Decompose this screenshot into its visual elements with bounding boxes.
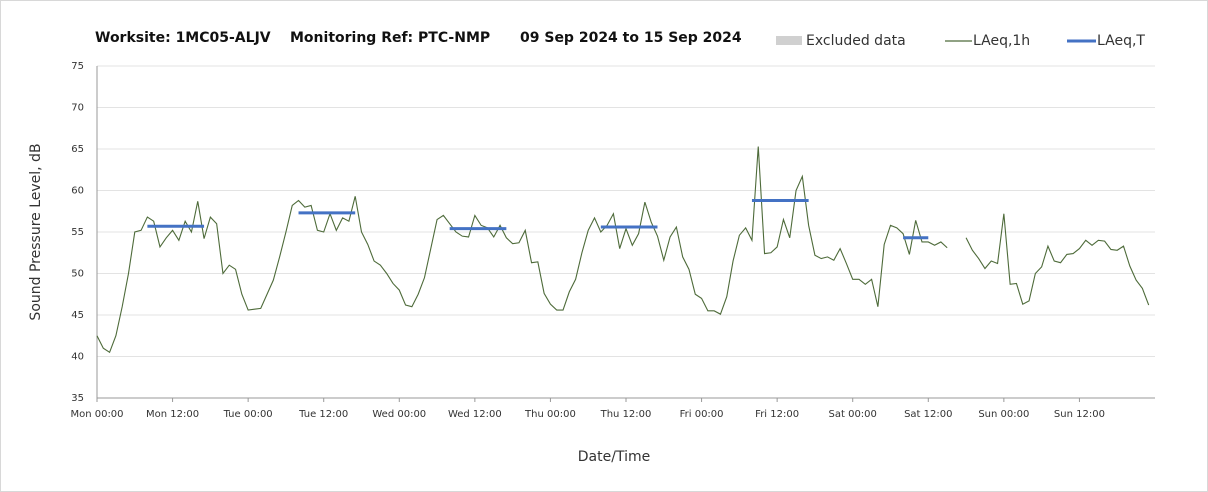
y-tick-label: 75 bbox=[71, 61, 84, 72]
x-axis-title: Date/Time bbox=[578, 449, 650, 465]
legend-swatch bbox=[776, 36, 802, 45]
y-tick-label: 65 bbox=[71, 144, 84, 155]
x-tick-label: Sat 12:00 bbox=[904, 409, 952, 420]
x-tick-label: Wed 00:00 bbox=[372, 409, 426, 420]
y-tick-label: 60 bbox=[71, 186, 84, 197]
chart-title: 09 Sep 2024 to 15 Sep 2024 bbox=[520, 30, 742, 46]
y-tick-label: 70 bbox=[71, 103, 84, 114]
x-tick-label: Sun 12:00 bbox=[1054, 409, 1105, 420]
x-tick-label: Sun 00:00 bbox=[978, 409, 1029, 420]
y-tick-label: 45 bbox=[71, 310, 84, 321]
y-tick-label: 40 bbox=[71, 352, 84, 363]
x-tick-label: Fri 00:00 bbox=[680, 409, 724, 420]
y-tick-label: 55 bbox=[71, 227, 84, 238]
chart-title: Monitoring Ref: PTC-NMP bbox=[290, 30, 490, 46]
legend-label: Excluded data bbox=[806, 33, 906, 49]
chart-title: Worksite: 1MC05-ALJV bbox=[95, 30, 271, 46]
x-tick-label: Tue 00:00 bbox=[223, 409, 273, 420]
x-tick-label: Tue 12:00 bbox=[298, 409, 348, 420]
y-axis-title: Sound Pressure Level, dB bbox=[28, 143, 44, 320]
legend-label: LAeq,T bbox=[1097, 33, 1145, 49]
x-tick-label: Fri 12:00 bbox=[755, 409, 799, 420]
x-tick-label: Wed 12:00 bbox=[448, 409, 502, 420]
x-tick-label: Thu 12:00 bbox=[600, 409, 652, 420]
x-tick-label: Mon 00:00 bbox=[70, 409, 123, 420]
y-tick-label: 35 bbox=[71, 393, 84, 404]
x-tick-label: Mon 12:00 bbox=[146, 409, 199, 420]
y-tick-label: 50 bbox=[71, 269, 84, 280]
x-tick-label: Sat 00:00 bbox=[829, 409, 877, 420]
x-tick-label: Thu 00:00 bbox=[524, 409, 576, 420]
legend-label: LAeq,1h bbox=[973, 33, 1030, 49]
